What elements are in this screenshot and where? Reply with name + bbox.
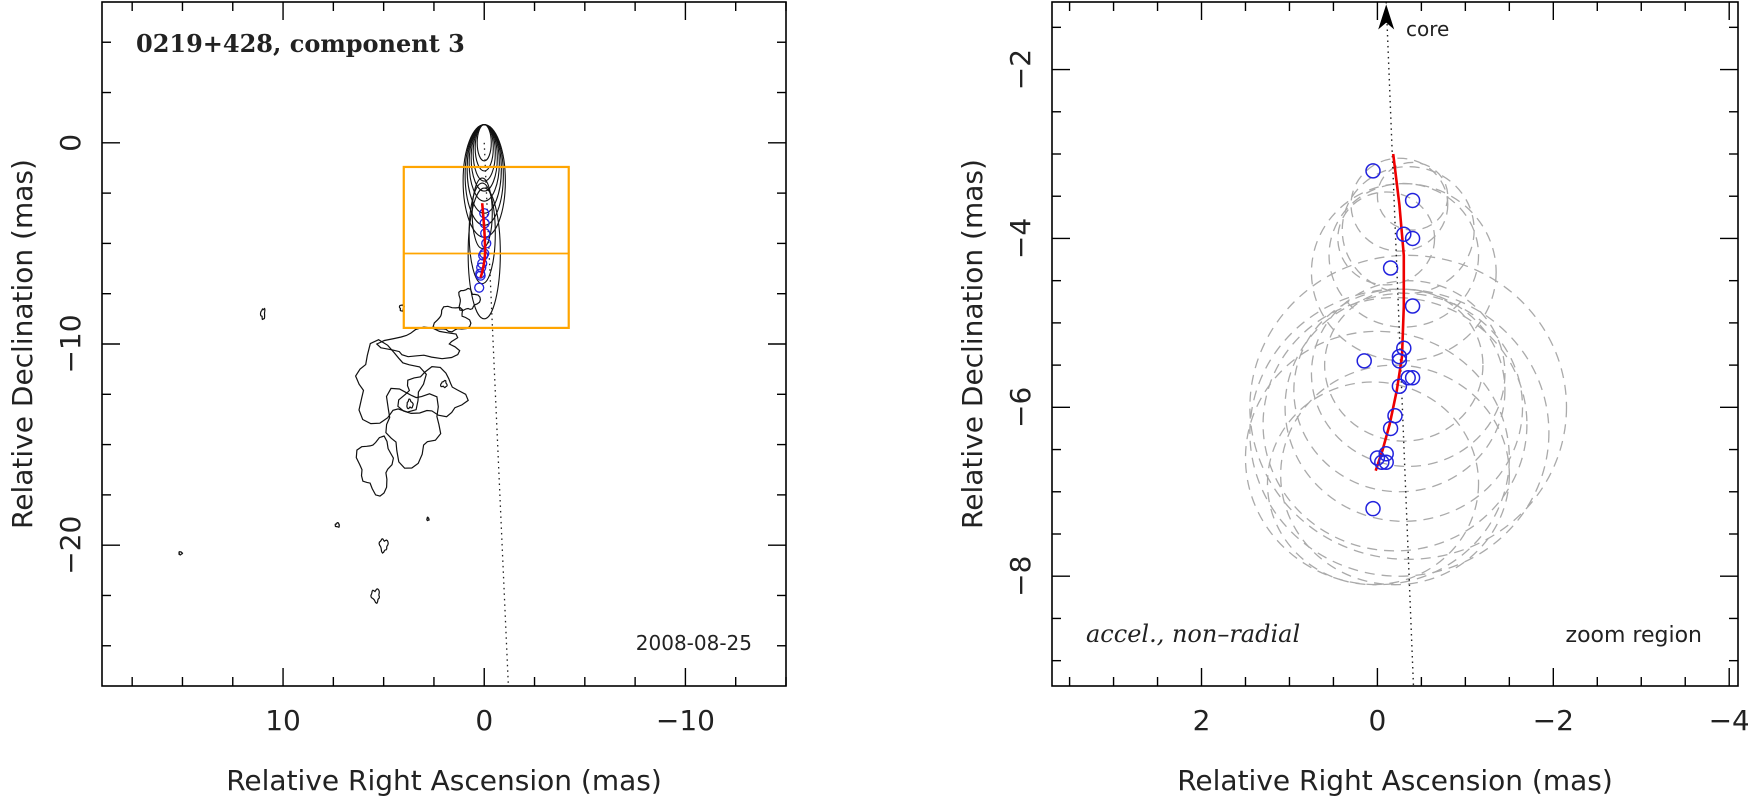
contour-blob [259,307,266,321]
uncertainty-circle [1337,191,1436,286]
position-point [1404,192,1421,209]
position-point [1391,348,1408,365]
position-point [1378,446,1394,462]
position-point [1356,353,1372,369]
left-y-axis-label: Relative Declination (mas) [6,159,39,529]
position-point [1374,454,1390,470]
uncertainty-circle [1249,288,1550,577]
uncertainty-circle [1244,330,1510,586]
left-y-tick-label: −10 [54,314,87,373]
contour-blob [426,516,430,522]
core-contour [472,124,496,182]
uncertainty-circle [1262,296,1528,552]
trajectory-line [479,203,487,278]
ridge-line [1385,2,1415,686]
right-annotation-text: accel., non–radial [1086,620,1300,648]
core-arrow [1378,4,1395,30]
position-point [1365,163,1381,179]
position-point [1396,226,1412,242]
position-point [1382,260,1399,276]
right-plot-frame [1051,1,1739,687]
position-point [1391,353,1408,369]
component-position [475,270,486,281]
uncertainty-circle [1293,288,1506,493]
contour-blob [334,521,341,528]
right-x-tick-label: −2 [1533,704,1574,737]
right-y-axis-label: Relative Declination (mas) [956,159,989,529]
uncertainty-circle [1376,161,1449,231]
right-y-tick-label: −6 [1004,387,1037,428]
right-y-tick-label: −8 [1004,556,1037,597]
contour-blob [385,387,442,469]
uncertainty-circle [1310,280,1506,468]
zoom-box [402,165,570,330]
left-x-tick-label: 0 [475,704,493,737]
contour-blob [370,588,381,605]
right-y-tick-label: −4 [1004,218,1037,259]
trajectory-line [1374,153,1406,472]
right-x-tick-label: 0 [1368,704,1386,737]
contour-blob [375,326,461,360]
contour-blob [354,339,427,425]
position-point [1391,378,1408,394]
uncertainty-circle [1350,157,1449,252]
right-x-axis-label: Relative Right Ascension (mas) [1177,764,1613,797]
position-point [1369,450,1386,466]
left-x-tick-label: −10 [656,704,715,737]
left-panel: 10 0 −10 0 −10 −20 0219+428, component 3 2008… [6,1,787,797]
position-point [1378,454,1394,470]
left-y-tick-label: −20 [54,516,87,575]
position-point [1365,500,1381,517]
position-point [1404,298,1421,314]
contour-blob [178,551,184,556]
position-point [1404,370,1421,386]
right-x-tick-label: −4 [1709,704,1748,737]
position-point [1404,230,1421,247]
left-annotation-title: 0219+428, component 3 [136,29,465,58]
core-label: core [1406,17,1449,41]
left-date-label: 2008-08-25 [636,631,752,655]
zoom-region-label: zoom region [1566,623,1702,648]
left-y-tick-label: 0 [54,134,87,152]
contour-blob [378,538,389,554]
right-y-tick-label: −2 [1004,49,1037,90]
contour-blob [406,398,414,410]
uncertainty-circle [1266,381,1480,586]
contour-blob [397,365,469,418]
position-point [1400,370,1416,386]
uncertainty-circle [1310,182,1497,362]
uncertainty-circle [1280,364,1510,586]
position-point [1396,340,1412,356]
position-point [1382,420,1399,437]
uncertainty-circle [1249,254,1568,560]
position-point [1387,408,1403,424]
left-plot-frame [101,1,787,687]
left-x-tick-label: 10 [265,704,301,737]
right-x-tick-label: 2 [1193,704,1211,737]
left-x-axis-label: Relative Right Ascension (mas) [226,764,662,797]
component-position [474,282,485,293]
contour-blob [439,379,448,389]
contour-blob [355,435,395,497]
core-contour [464,124,504,226]
right-panel: 2 0 −2 −4 −2 −4 −6 −8 core accel., non–radial z… [956,1,1748,797]
